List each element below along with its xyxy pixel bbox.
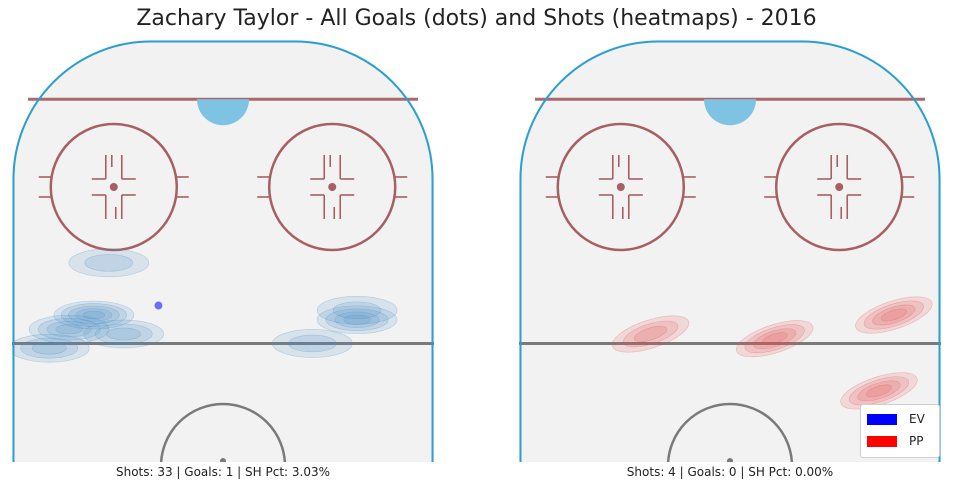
shot-density-contour xyxy=(857,380,901,402)
faceoff-circle-left xyxy=(38,122,189,252)
ice-surface xyxy=(12,40,434,462)
shot-density-contour xyxy=(753,328,797,350)
shot-density-contour xyxy=(83,319,165,349)
shot-heatmap xyxy=(12,248,398,363)
faceoff-dot xyxy=(328,182,337,191)
faceoff-ring xyxy=(774,122,904,252)
page-title: Zachary Taylor - All Goals (dots) and Sh… xyxy=(136,6,817,31)
shot-density-contour xyxy=(865,384,893,398)
shot-density-contour xyxy=(334,311,380,328)
goal-crease xyxy=(197,99,250,126)
boards-outline xyxy=(12,40,434,462)
shot-density-contour xyxy=(343,314,371,325)
shot-density-contour xyxy=(20,337,79,359)
faceoff-circle-left xyxy=(545,122,696,252)
ice-surface xyxy=(519,40,941,462)
shot-density-contour xyxy=(46,321,92,338)
pp-rink-chart xyxy=(519,40,941,462)
shot-density-contour xyxy=(12,333,90,363)
shot-density-contour xyxy=(863,300,924,330)
legend-item-pp: PP xyxy=(867,433,923,449)
boards-outline xyxy=(519,40,941,462)
legend-swatch-ev xyxy=(867,413,897,425)
goal-dots xyxy=(154,301,163,310)
shot-density-contour xyxy=(848,376,910,406)
shot-density-contour xyxy=(316,295,398,325)
shot-density-contour xyxy=(68,248,150,278)
shot-density-contour xyxy=(37,318,101,341)
goal-crease xyxy=(704,99,756,126)
faceoff-ring xyxy=(267,122,397,252)
shot-density-contour xyxy=(82,310,106,320)
faceoff-ring xyxy=(556,122,686,252)
shot-density-contour xyxy=(288,334,337,353)
shot-density-contour xyxy=(53,300,135,330)
legend-swatch-pp xyxy=(867,435,897,447)
faceoff-ring xyxy=(49,122,179,252)
shot-density-contour xyxy=(880,308,907,322)
legend-item-ev: EV xyxy=(867,411,925,427)
shot-density-contour xyxy=(55,324,83,335)
faceoff-circle-right xyxy=(257,122,408,252)
shot-density-contour xyxy=(68,305,120,325)
center-circle xyxy=(159,402,287,462)
shot-density-contour xyxy=(316,305,398,335)
legend: EV PP xyxy=(860,404,940,458)
faceoff-dot xyxy=(109,182,118,191)
shot-density-contour xyxy=(332,301,382,319)
legend-label-pp: PP xyxy=(909,434,924,448)
shot-density-contour xyxy=(855,296,933,334)
shot-density-contour xyxy=(872,304,916,326)
ev-rink-chart xyxy=(12,40,434,462)
faceoff-dot xyxy=(835,182,844,191)
shot-density-contour xyxy=(28,314,110,344)
shot-density-contour xyxy=(60,303,127,327)
shot-density-contour xyxy=(94,323,153,345)
legend-label-ev: EV xyxy=(909,412,925,426)
shot-density-contour xyxy=(75,308,113,322)
center-dot xyxy=(220,458,226,462)
shot-density-contour xyxy=(633,325,668,343)
shot-density-contour xyxy=(106,327,142,341)
pp-stats-caption: Shots: 4 | Goals: 0 | SH Pct: 0.00% xyxy=(626,465,834,479)
shot-heatmap xyxy=(611,296,933,410)
center-circle xyxy=(666,402,794,462)
faceoff-circle-right xyxy=(764,122,915,252)
rink-background xyxy=(519,40,941,462)
shot-density-contour xyxy=(761,332,788,346)
shot-density-contour xyxy=(744,324,805,354)
shot-density-contour xyxy=(272,329,353,358)
faceoff-dot xyxy=(616,182,625,191)
shot-density-contour xyxy=(31,341,67,355)
rink-background xyxy=(12,40,434,462)
shot-density-contour xyxy=(736,320,814,358)
shot-density-contour xyxy=(611,315,690,353)
shot-density-contour xyxy=(84,254,134,272)
shot-density-contour xyxy=(622,320,679,348)
center-dot xyxy=(727,458,733,462)
shot-density-contour xyxy=(325,308,389,331)
goal-dot xyxy=(154,301,163,310)
ev-stats-caption: Shots: 33 | Goals: 1 | SH Pct: 3.03% xyxy=(115,465,331,479)
